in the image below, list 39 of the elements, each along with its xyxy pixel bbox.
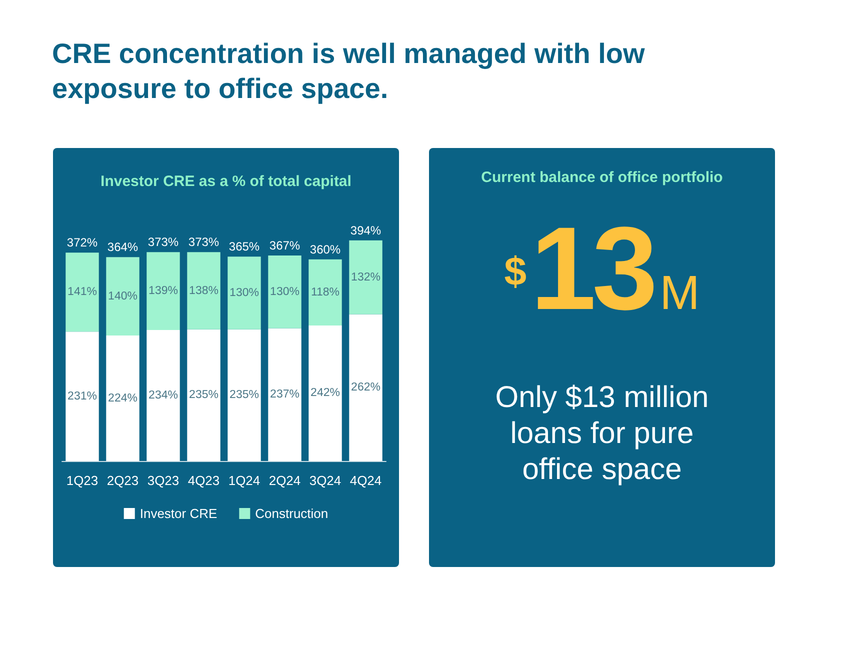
data-label: 242% <box>310 387 340 400</box>
x-tick-label: 4Q23 <box>188 473 220 488</box>
data-label: 138% <box>189 284 218 297</box>
data-label: 118% <box>310 286 340 298</box>
total-label: 394% <box>350 223 382 238</box>
x-tick-label: 3Q23 <box>147 473 180 488</box>
x-tick-label: 3Q24 <box>309 473 342 488</box>
total-label: 373% <box>148 235 179 250</box>
chart-title: Investor CRE as a % of total capital <box>100 173 352 190</box>
data-label: 132% <box>351 271 380 284</box>
total-label: 367% <box>269 238 300 252</box>
x-tick-label: 2Q24 <box>268 473 301 488</box>
text: $13M <box>504 203 700 335</box>
total-label: 365% <box>228 240 260 254</box>
text: Only $13 million loans for pure office space <box>494 380 710 488</box>
data-label: 130% <box>270 286 300 298</box>
data-label: 235% <box>230 389 259 402</box>
total-label: 373% <box>188 235 220 250</box>
x-tick-label: 1Q24 <box>228 473 260 488</box>
x-tick-label: 4Q24 <box>350 473 382 488</box>
data-label: 237% <box>270 388 300 401</box>
x-tick-label: 1Q23 <box>66 473 98 488</box>
total-label: 364% <box>107 240 138 254</box>
x-tick-label: 2Q23 <box>106 473 139 488</box>
data-label: 262% <box>351 382 380 394</box>
text: CRE concentration is well managed with low exposure to office space. <box>52 37 646 106</box>
data-label: 235% <box>189 389 218 402</box>
total-label: 372% <box>66 236 98 250</box>
data-label: 224% <box>108 392 138 404</box>
text: Current balance of office portfolio <box>480 169 724 187</box>
data-label: 140% <box>108 290 138 302</box>
total-label: 360% <box>310 242 341 256</box>
legend-label: Construction <box>255 506 328 521</box>
data-label: 141% <box>68 286 97 298</box>
data-label: 139% <box>148 285 178 298</box>
legend-label: Investor CRE <box>140 506 218 521</box>
data-label: 231% <box>68 390 97 402</box>
data-label: 234% <box>148 389 178 402</box>
data-label: 130% <box>230 287 259 299</box>
